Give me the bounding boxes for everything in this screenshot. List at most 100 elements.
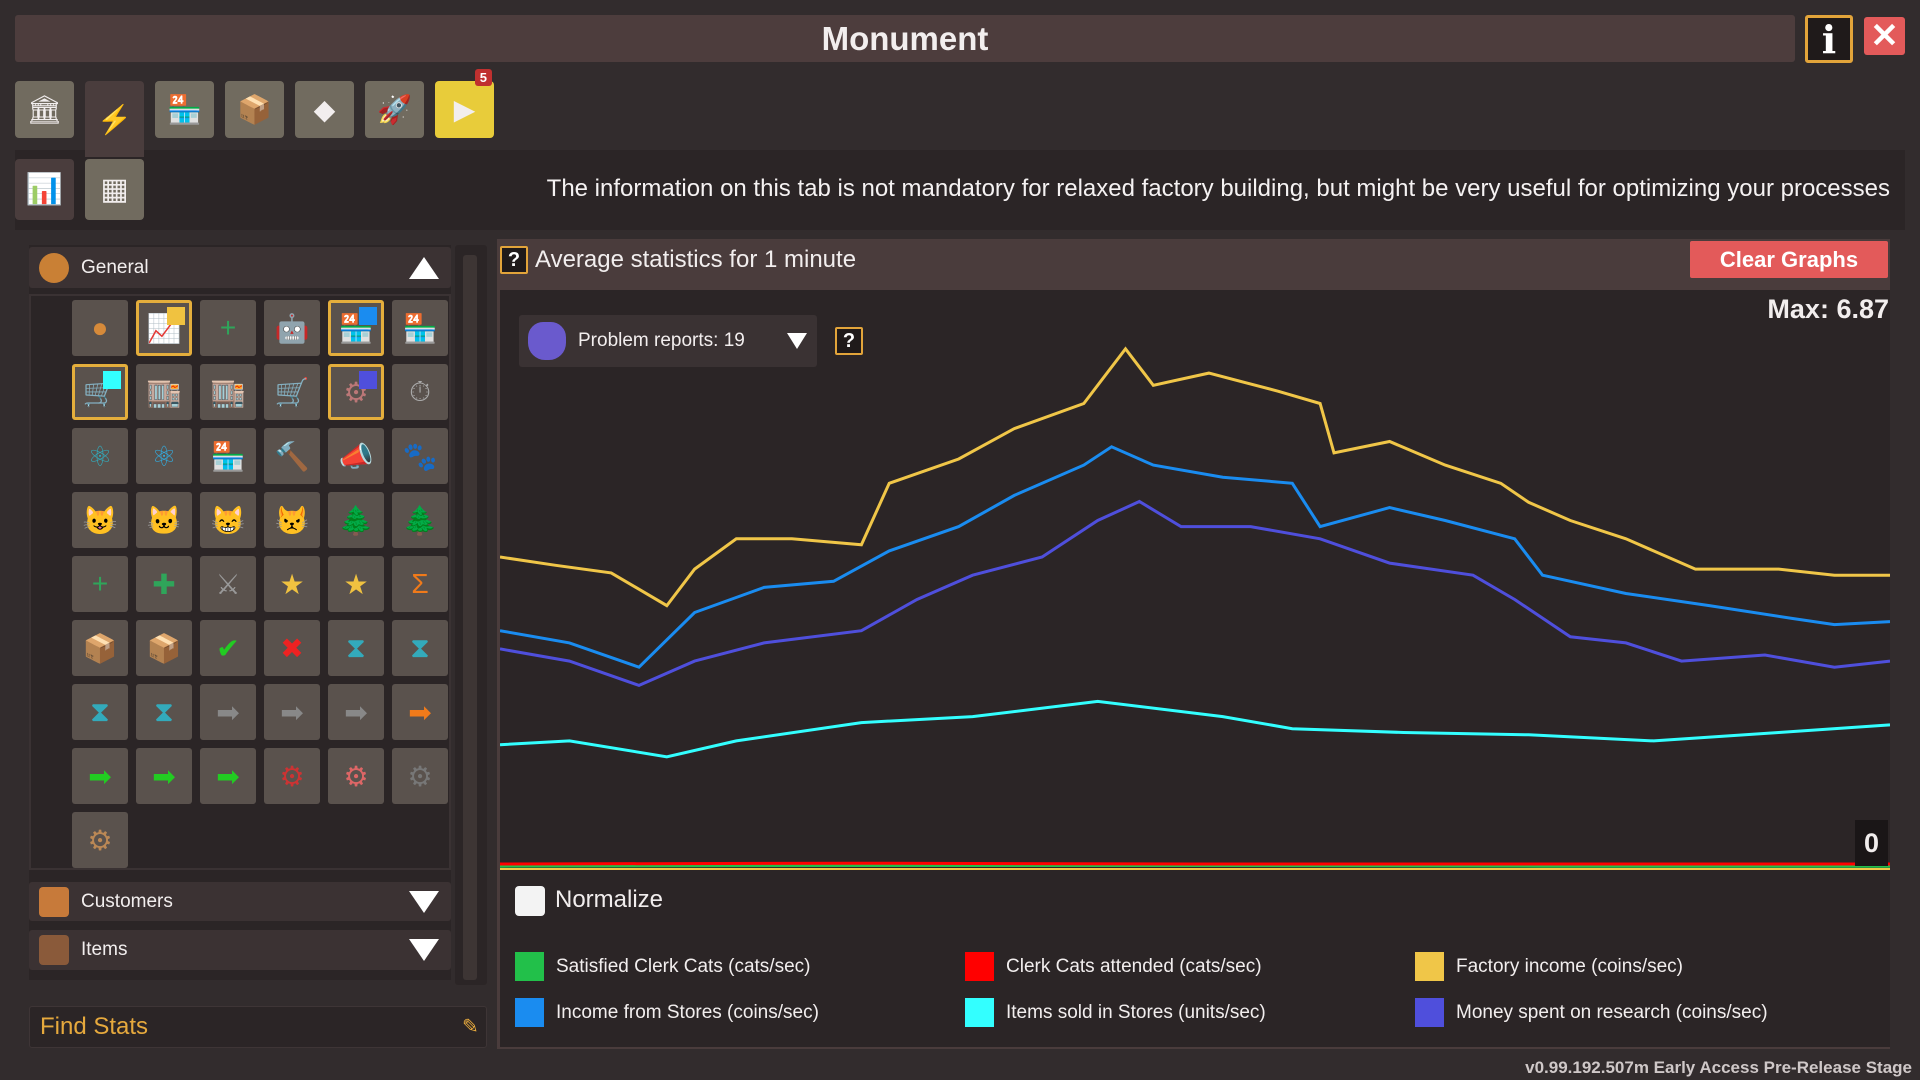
series-color-swatch xyxy=(359,307,377,325)
collapse-icon[interactable] xyxy=(409,256,439,279)
stat-item[interactable]: ⏱ xyxy=(392,364,448,420)
stat-item[interactable]: 😸 xyxy=(200,492,256,548)
stat-item[interactable]: ➡ xyxy=(392,684,448,740)
stat-item[interactable]: + xyxy=(72,556,128,612)
info-button[interactable]: i xyxy=(1805,15,1853,63)
stat-item[interactable]: 🌲 xyxy=(392,492,448,548)
megaphone-icon: 📣 xyxy=(338,440,374,472)
legend-item[interactable]: Satisfied Clerk Cats (cats/sec) xyxy=(515,952,810,981)
stat-item[interactable]: ➡ xyxy=(328,684,384,740)
panel-title: Average statistics for 1 minute xyxy=(535,246,857,273)
legend-label: Satisfied Clerk Cats (cats/sec) xyxy=(556,955,811,977)
problem-reports-dropdown[interactable]: Problem reports: 19 xyxy=(519,315,817,367)
stat-item[interactable]: ➡ xyxy=(200,684,256,740)
legend-swatch xyxy=(515,998,544,1027)
stat-item[interactable]: ➡ xyxy=(136,748,192,804)
stat-item[interactable]: ➡ xyxy=(200,748,256,804)
stat-item[interactable]: ⚛ xyxy=(72,428,128,484)
toolbar-button[interactable]: 🏪 xyxy=(155,81,214,138)
section-customers[interactable]: Customers xyxy=(29,882,451,921)
stat-item[interactable]: 🤖 xyxy=(264,300,320,356)
boutique-sold-icon: 🛒 xyxy=(274,376,310,408)
conveyor-green-cat-icon: ➡ xyxy=(152,760,176,792)
section-items[interactable]: Items xyxy=(29,930,451,970)
stat-item[interactable]: ✔ xyxy=(200,620,256,676)
toolbar-button[interactable]: 🏛 xyxy=(15,81,74,138)
legend-item[interactable]: Money spent on research (coins/sec) xyxy=(1415,998,1768,1027)
stat-item[interactable]: ● xyxy=(72,300,128,356)
video-icon: ▶ xyxy=(453,94,476,125)
stat-item[interactable]: 🛒 xyxy=(72,364,128,420)
stat-item[interactable]: 🏬 xyxy=(136,364,192,420)
help-button[interactable]: ? xyxy=(500,246,528,274)
series-line xyxy=(499,864,1890,868)
legend-item[interactable]: Income from Stores (coins/sec) xyxy=(515,998,819,1027)
stat-item[interactable]: ⧗ xyxy=(328,620,384,676)
stat-item[interactable]: ⚔ xyxy=(200,556,256,612)
window-title: Monument xyxy=(15,15,1795,62)
boutique-icon: 📦 xyxy=(237,94,272,125)
stat-item[interactable]: + xyxy=(200,300,256,356)
clear-graphs-button[interactable]: Clear Graphs xyxy=(1690,241,1888,278)
stat-item[interactable]: ★ xyxy=(264,556,320,612)
build-fail-icon: ✖ xyxy=(280,632,304,664)
stat-item[interactable]: ★ xyxy=(328,556,384,612)
problem-help-button[interactable]: ? xyxy=(835,327,863,355)
legend-item[interactable]: Clerk Cats attended (cats/sec) xyxy=(965,952,1262,981)
stat-item[interactable]: ⚛ xyxy=(136,428,192,484)
close-button[interactable]: ✕ xyxy=(1864,17,1905,55)
stat-item[interactable]: 🔨 xyxy=(264,428,320,484)
coin-trees-icon: 🌲 xyxy=(402,504,438,536)
stat-item[interactable]: ⚙ xyxy=(72,812,128,868)
stat-item[interactable]: ⧗ xyxy=(392,620,448,676)
stat-item[interactable]: 😾 xyxy=(264,492,320,548)
stat-item[interactable]: ⧗ xyxy=(72,684,128,740)
expand-icon[interactable] xyxy=(409,890,439,913)
legend-label: Income from Stores (coins/sec) xyxy=(556,1001,819,1023)
stat-item[interactable]: 📦 xyxy=(136,620,192,676)
scrollbar-thumb[interactable] xyxy=(463,255,477,980)
stat-item[interactable]: 🛒 xyxy=(264,364,320,420)
find-stats-input[interactable]: Find Stats xyxy=(29,1006,487,1048)
toolbar-button[interactable]: 🚀 xyxy=(365,81,424,138)
pencil-icon[interactable]: ✎ xyxy=(462,1016,479,1038)
stat-item[interactable]: 📣 xyxy=(328,428,384,484)
stat-item[interactable]: 🐱 xyxy=(136,492,192,548)
stat-item[interactable]: ✚ xyxy=(136,556,192,612)
line-chart xyxy=(499,346,1891,870)
stat-item[interactable]: 📈 xyxy=(136,300,192,356)
toolbar-button[interactable]: ▶ 5 xyxy=(435,69,494,138)
stat-item[interactable]: ➡ xyxy=(264,684,320,740)
statistics-graph-tab[interactable]: 📊 xyxy=(15,159,74,220)
stat-item[interactable]: 🏪 xyxy=(200,428,256,484)
stat-item[interactable]: 😺 xyxy=(72,492,128,548)
stat-item[interactable]: Σ xyxy=(392,556,448,612)
stat-item[interactable]: 🐾 xyxy=(392,428,448,484)
stat-item[interactable]: ⧗ xyxy=(136,684,192,740)
stat-item[interactable]: ⚙ xyxy=(392,748,448,804)
toolbar-button[interactable]: ◆ xyxy=(295,81,354,138)
normalize-label[interactable]: Normalize xyxy=(555,886,664,913)
stat-item[interactable]: ⚙ xyxy=(328,748,384,804)
stat-item[interactable]: 🏪 xyxy=(328,300,384,356)
section-general[interactable]: General xyxy=(29,247,451,288)
toolbar-button[interactable]: ⚡ xyxy=(85,81,144,157)
series-line xyxy=(499,699,1891,759)
stat-item[interactable]: ✖ xyxy=(264,620,320,676)
stat-item[interactable]: 🏬 xyxy=(200,364,256,420)
normalize-checkbox[interactable] xyxy=(515,886,545,916)
toolbar-button[interactable]: 📦 xyxy=(225,81,284,138)
coin-icon xyxy=(39,252,69,283)
stat-item[interactable]: 🏪 xyxy=(392,300,448,356)
table-tab[interactable]: ▦ xyxy=(85,159,144,220)
legend-item[interactable]: Items sold in Stores (units/sec) xyxy=(965,998,1266,1027)
stat-item[interactable]: ⚙ xyxy=(264,748,320,804)
stat-item[interactable]: ➡ xyxy=(72,748,128,804)
stat-item[interactable]: ⚙ xyxy=(328,364,384,420)
legend-item[interactable]: Factory income (coins/sec) xyxy=(1415,952,1683,981)
legend-swatch xyxy=(1415,998,1444,1027)
section-label: Customers xyxy=(81,890,173,912)
stat-item[interactable]: 🌲 xyxy=(328,492,384,548)
stat-item[interactable]: 📦 xyxy=(72,620,128,676)
expand-icon[interactable] xyxy=(409,939,439,961)
